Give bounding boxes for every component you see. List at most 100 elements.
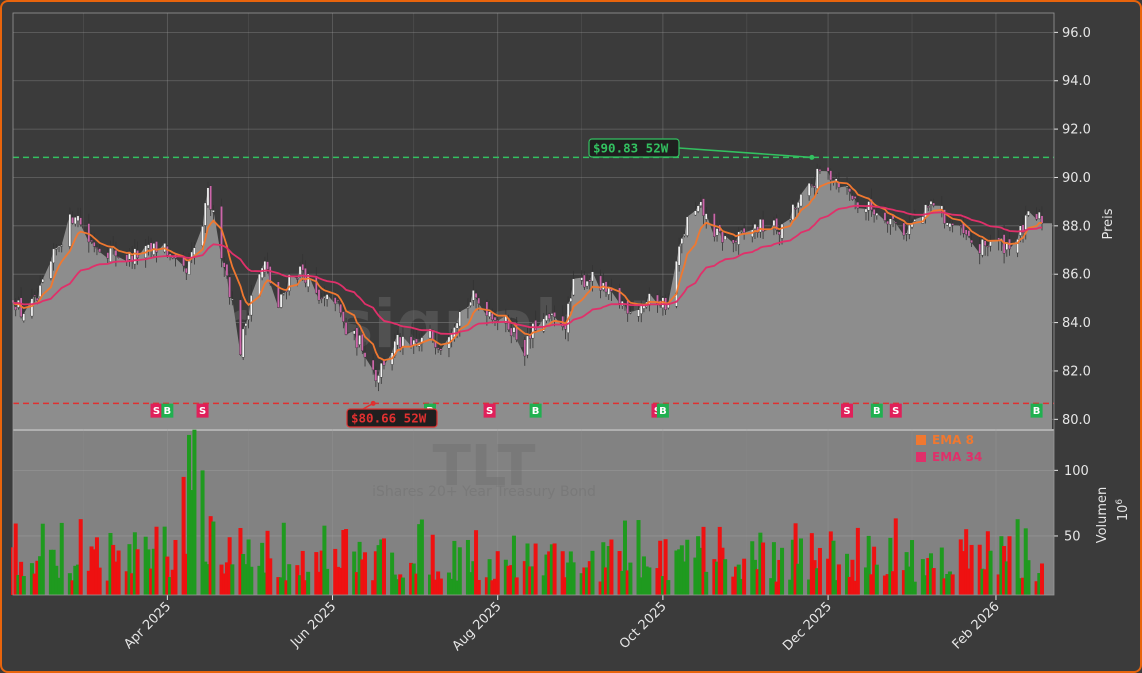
candle: [872, 205, 876, 223]
candle: [583, 271, 586, 290]
volume-bar: [124, 571, 129, 595]
volume-bar: [490, 580, 495, 595]
volume-bar: [912, 581, 917, 595]
volume-bar: [836, 564, 841, 595]
date-tick-label: Oct 2025: [617, 599, 670, 652]
volume-bar: [376, 545, 381, 595]
volume-bar: [655, 568, 660, 595]
candle-body: [1037, 211, 1041, 219]
candle: [282, 292, 286, 296]
volume-bar: [29, 563, 34, 595]
candle-body: [547, 313, 551, 319]
candle-body: [314, 276, 318, 294]
candle-body: [57, 245, 61, 247]
candle-body: [704, 213, 708, 220]
volume-bar: [901, 570, 906, 595]
candle-body: [545, 315, 548, 321]
candle: [845, 176, 849, 195]
candle-body: [1035, 213, 1038, 220]
volume-bar: [184, 553, 189, 595]
volume-bar: [135, 549, 140, 595]
candle-body: [732, 239, 735, 244]
candle: [569, 287, 573, 312]
candle: [599, 269, 602, 299]
candle: [38, 275, 42, 298]
price-tick-label: 88.0: [1062, 219, 1091, 234]
volume-bar: [438, 578, 443, 595]
volume-bar: [506, 565, 511, 595]
volume-bar: [828, 531, 833, 595]
volume-bar: [736, 564, 741, 595]
candle-body: [106, 252, 110, 259]
volume-bar: [715, 561, 720, 595]
candle-body: [296, 278, 299, 280]
candle: [864, 205, 868, 221]
signal-label: B: [532, 406, 540, 417]
candle-body: [187, 260, 191, 275]
volume-bar: [360, 559, 365, 595]
candle-body: [740, 230, 743, 232]
volume-bar: [882, 575, 887, 595]
candle: [474, 289, 478, 309]
candle-body: [970, 239, 973, 244]
signal-sell-marker: S: [889, 403, 902, 418]
candle: [231, 291, 234, 306]
candle: [306, 270, 310, 293]
date-tick-label: Aug 2025: [450, 599, 505, 654]
candle-body: [114, 250, 118, 257]
volume-bar: [853, 580, 858, 595]
annotation-box: [588, 138, 680, 158]
candle-body: [320, 297, 324, 299]
volume-bar: [51, 549, 56, 595]
volume-bar: [38, 556, 43, 595]
volume-bar: [582, 567, 587, 595]
candle: [742, 222, 746, 240]
volume-bar: [850, 559, 855, 595]
candle: [534, 310, 537, 333]
signal-sell-marker: S: [841, 403, 854, 418]
signal-buy-marker: B: [161, 403, 174, 418]
volume-bar: [525, 543, 530, 595]
candle-body: [38, 285, 42, 298]
volume-bar: [227, 537, 232, 595]
annotation-52w-low: $80.66 52W: [346, 400, 438, 428]
candle: [106, 245, 110, 264]
date-tick-label: Apr 2025: [121, 599, 174, 652]
volume-bar: [257, 565, 262, 595]
candle-body: [981, 239, 984, 256]
candle: [428, 324, 432, 341]
volume-bar: [468, 572, 473, 595]
candle: [76, 207, 80, 228]
volume-bar: [644, 566, 649, 595]
volume-bar: [625, 570, 630, 595]
signal-label: B: [164, 406, 172, 417]
volume-bar: [983, 569, 988, 595]
price-tick-label: 90.0: [1062, 171, 1091, 186]
candle: [79, 207, 82, 227]
candle-body: [791, 204, 795, 221]
volume-bar: [966, 568, 971, 595]
candle: [244, 319, 248, 336]
candle-body: [79, 217, 82, 225]
volume-bar: [1037, 573, 1042, 595]
candle-body: [344, 322, 348, 335]
candle: [723, 231, 727, 240]
candle-body: [355, 327, 359, 349]
candle: [545, 305, 548, 324]
volume-bar: [679, 545, 684, 595]
volume-bar: [162, 526, 167, 595]
candle-body: [826, 167, 830, 172]
candle: [185, 261, 188, 280]
date-tick-label: Dec 2025: [780, 599, 835, 654]
candle-body: [282, 292, 286, 295]
candle-body: [851, 195, 854, 200]
candle-body: [472, 290, 475, 301]
legend-item: EMA 34: [916, 450, 982, 464]
volume-bar: [579, 573, 584, 595]
candle-body: [377, 375, 380, 384]
volume-bar: [452, 540, 457, 595]
volume-bar: [755, 569, 760, 595]
volume-bar: [262, 572, 267, 595]
candle: [685, 216, 689, 238]
volume-bar: [988, 550, 993, 595]
